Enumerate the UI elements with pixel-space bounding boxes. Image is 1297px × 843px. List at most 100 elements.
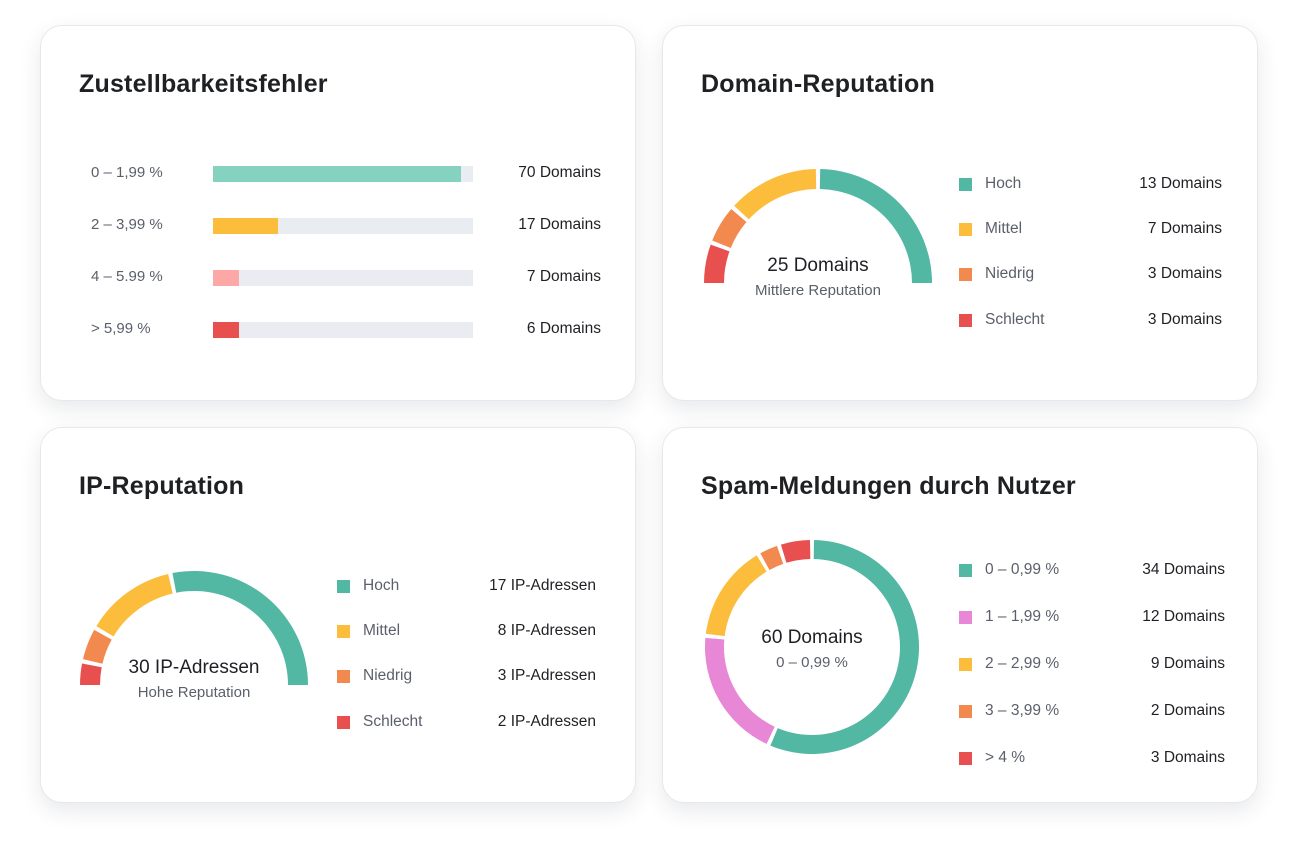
legend-value: 12 Domains [1142,608,1225,625]
spam-reports-card: Spam-Meldungen durch Nutzer 60 Domains 0… [662,427,1258,803]
legend-value: 2 Domains [1150,702,1225,719]
legend-item: 0 – 0,99 % 34 Domains [959,560,1225,582]
donut-center-value: 60 Domains [761,627,863,648]
legend-swatch [337,670,350,683]
legend-swatch [959,611,972,624]
legend-item: Schlecht 2 IP-Adressen [337,712,596,734]
gauge-segment-niedrig [712,209,747,248]
gauge-segment-schlecht [80,663,102,685]
donut-segment-2 [705,555,767,637]
gauge-segment-hoch [819,169,932,283]
card-title: Spam-Meldungen durch Nutzer [701,472,1076,500]
bar-count: 7 Domains [526,268,601,285]
bar-track [213,218,473,234]
donut-segment-0 [770,540,919,754]
legend-value: 3 IP-Adressen [497,667,596,684]
bar-range-label: 0 – 1,99 % [91,164,163,181]
donut-segment-3 [760,545,784,570]
ip-reputation-card: IP-Reputation 30 IP-Adressen Hohe Reputa… [40,427,636,803]
gauge-center-subtitle: Hohe Reputation [137,684,251,701]
domain-reputation-gauge [704,169,932,283]
legend-value: 8 IP-Adressen [497,622,596,639]
bar-row: 0 – 1,99 % 70 Domains [41,161,635,185]
bar-fill [213,270,239,286]
legend-swatch [959,752,972,765]
bar-fill [213,218,278,234]
bar-fill [213,322,239,338]
legend-label: > 4 % [985,749,1026,766]
legend-value: 3 Domains [1147,311,1222,328]
bar-row: > 5,99 % 6 Domains [41,317,635,341]
legend-value: 9 Domains [1150,655,1225,672]
bar-count: 6 Domains [526,320,601,337]
legend-value: 3 Domains [1147,265,1222,282]
bar-range-label: 2 – 3,99 % [91,216,163,233]
legend-swatch [959,268,972,281]
card-title: IP-Reputation [79,472,245,500]
legend-swatch [959,658,972,671]
legend-label: 3 – 3,99 % [985,702,1060,719]
domain-reputation-card: Domain-Reputation 25 Domains Mittlere Re… [662,25,1258,401]
bar-row: 4 – 5.99 % 7 Domains [41,265,635,289]
donut-segment-1 [705,637,775,744]
legend-value: 13 Domains [1139,175,1222,192]
legend-item: > 4 % 3 Domains [959,748,1225,770]
legend-item: Niedrig 3 IP-Adressen [337,666,596,688]
legend-label: Mittel [363,622,401,639]
legend-item: 1 – 1,99 % 12 Domains [959,607,1225,629]
bar-track [213,270,473,286]
legend-label: Niedrig [363,667,413,684]
bar-track [213,166,473,182]
ip-reputation-gauge [80,571,308,685]
card-title: Zustellbarkeitsfehler [79,70,328,98]
gauge-segment-niedrig [82,629,112,664]
legend-swatch [337,580,350,593]
legend-swatch [959,178,972,191]
gauge-segment-mittel [734,169,817,220]
legend-swatch [959,314,972,327]
gauge-segment-mittel [96,573,173,637]
legend-swatch [959,564,972,577]
gauge-segment-schlecht [704,244,730,283]
bar-count: 70 Domains [518,164,601,181]
legend-label: Hoch [985,175,1022,192]
legend-value: 17 IP-Adressen [489,577,596,594]
legend-value: 7 Domains [1147,220,1222,237]
legend-label: Schlecht [985,311,1045,328]
legend-swatch [337,716,350,729]
legend-value: 34 Domains [1142,561,1225,578]
donut-center-subtitle: 0 – 0,99 % [776,654,848,671]
legend-item: Hoch 13 Domains [959,174,1222,196]
legend-label: 2 – 2,99 % [985,655,1060,672]
legend-swatch [959,705,972,718]
gauge-segment-hoch [172,571,308,685]
legend-item: Hoch 17 IP-Adressen [337,576,596,598]
bar-fill [213,166,462,182]
legend-label: Hoch [363,577,400,594]
legend-label: Mittel [985,220,1023,237]
bar-range-label: > 5,99 % [91,320,151,337]
spam-reports-donut [705,540,919,754]
delivery-errors-card: Zustellbarkeitsfehler 0 – 1,99 % 70 Doma… [40,25,636,401]
legend-swatch [337,625,350,638]
gauge-center-subtitle: Mittlere Reputation [755,282,881,299]
legend-item: Mittel 8 IP-Adressen [337,621,596,643]
legend-item: Schlecht 3 Domains [959,310,1222,332]
legend-swatch [959,223,972,236]
bar-row: 2 – 3,99 % 17 Domains [41,213,635,237]
legend-label: Niedrig [985,265,1035,282]
gauge-center-value: 25 Domains [767,255,869,276]
card-title: Domain-Reputation [701,70,935,98]
donut-segment-4 [780,540,811,563]
legend-value: 3 Domains [1150,749,1225,766]
bar-track [213,322,473,338]
bar-range-label: 4 – 5.99 % [91,268,163,285]
legend-item: 3 – 3,99 % 2 Domains [959,701,1225,723]
gauge-center-value: 30 IP-Adressen [128,657,260,678]
legend-value: 2 IP-Adressen [497,713,596,730]
bar-count: 17 Domains [518,216,601,233]
legend-item: Mittel 7 Domains [959,219,1222,241]
legend-item: 2 – 2,99 % 9 Domains [959,654,1225,676]
legend-label: Schlecht [363,713,423,730]
legend-label: 0 – 0,99 % [985,561,1060,578]
